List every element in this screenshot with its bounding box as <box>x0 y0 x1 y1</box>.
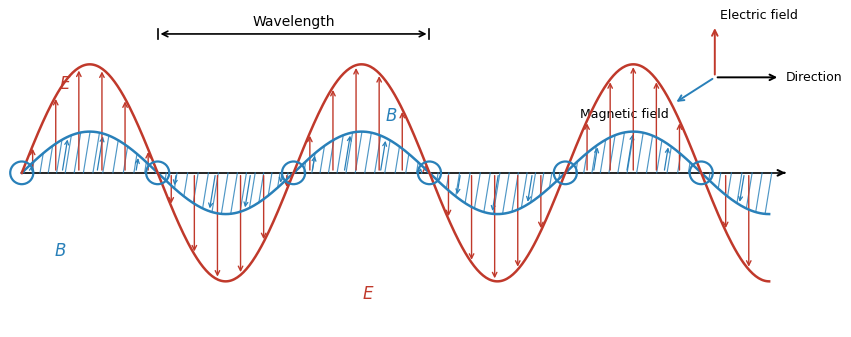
Text: $B$: $B$ <box>54 242 66 260</box>
Text: Direction: Direction <box>785 71 842 84</box>
Text: Wavelength: Wavelength <box>252 14 334 29</box>
Text: $E$: $E$ <box>362 285 374 303</box>
Text: Magnetic field: Magnetic field <box>580 108 669 121</box>
Text: Electric field: Electric field <box>720 9 798 22</box>
Text: $B$: $B$ <box>386 108 397 125</box>
Text: $E$: $E$ <box>59 75 71 93</box>
